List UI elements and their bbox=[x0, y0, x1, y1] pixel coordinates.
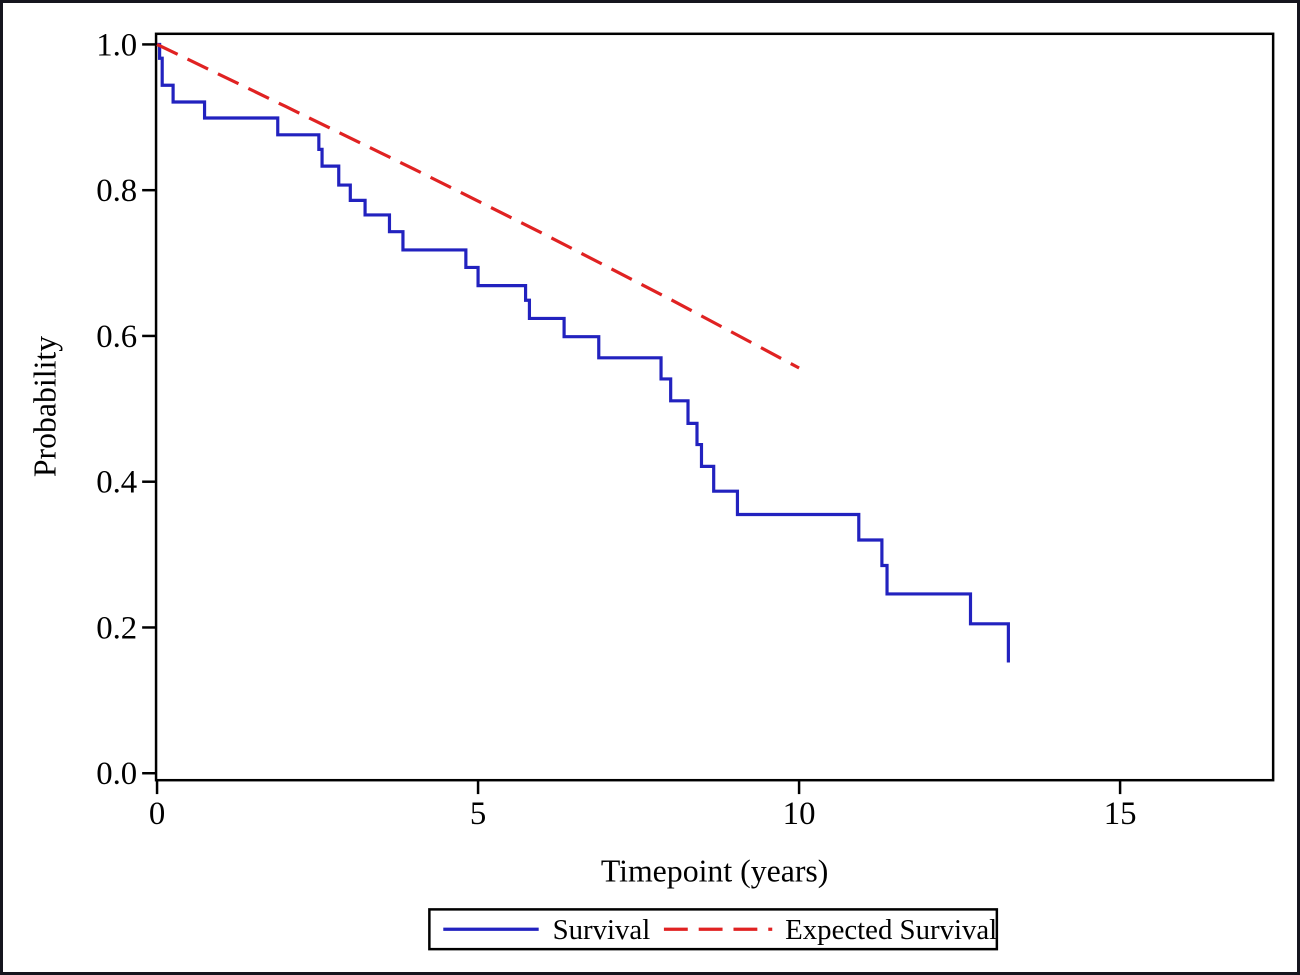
survival-chart: 1.0 0.8 0.6 0.4 0.2 0.0 0 5 10 15 Timepoint (yea… bbox=[28, 27, 1275, 951]
curves bbox=[156, 42, 1010, 663]
x-axis-title: Timepoint (years) bbox=[601, 854, 829, 889]
y-tick-label: 0.8 bbox=[96, 173, 137, 209]
x-axis-ticks: 0 5 10 15 bbox=[149, 780, 1137, 832]
x-tick-label: 5 bbox=[470, 796, 486, 832]
legend-survival-label: Survival bbox=[553, 914, 651, 946]
y-axis-title: Probability bbox=[28, 336, 63, 477]
x-tick-label: 0 bbox=[149, 796, 165, 832]
survival-curve bbox=[157, 42, 1010, 663]
y-tick-label: 0.0 bbox=[96, 756, 137, 792]
legend: Survival Expected Survival bbox=[428, 908, 999, 951]
x-tick-label: 10 bbox=[783, 796, 816, 832]
expected-survival-curve bbox=[156, 42, 800, 370]
y-tick-label: 0.2 bbox=[96, 610, 137, 646]
plot-area-border bbox=[154, 32, 1275, 782]
legend-expected-label: Expected Survival bbox=[785, 914, 997, 946]
y-tick-label: 0.4 bbox=[96, 465, 137, 501]
y-tick-label: 1.0 bbox=[96, 27, 137, 63]
x-tick-label: 15 bbox=[1104, 796, 1137, 832]
y-tick-label: 0.6 bbox=[96, 319, 137, 355]
y-axis-ticks: 1.0 0.8 0.6 0.4 0.2 0.0 bbox=[96, 27, 157, 792]
